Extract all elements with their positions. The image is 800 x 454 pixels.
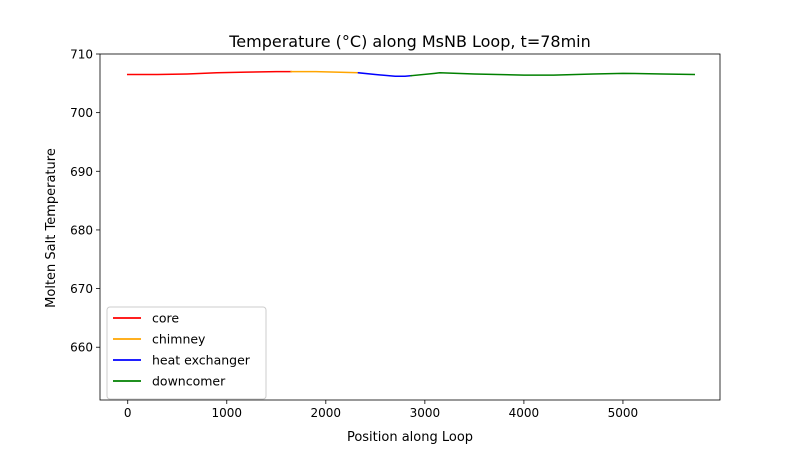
x-tick-label-1: 1000 (211, 406, 242, 420)
legend-label-3: downcomer (152, 374, 226, 389)
x-tick-label-0: 0 (124, 406, 132, 420)
legend-label-1: chimney (152, 332, 206, 347)
y-tick-label-0: 660 (70, 341, 93, 355)
series-line-2 (357, 71, 412, 78)
x-tick-label-4: 4000 (509, 406, 540, 420)
y-tick-label-1: 670 (70, 282, 93, 296)
chart-title: Temperature (°C) along MsNB Loop, t=78mi… (228, 32, 591, 51)
plot-area: 0 1000 2000 3000 4000 5000 660 670 680 690 700 710 c… (70, 48, 721, 420)
series-line-1 (290, 70, 360, 74)
y-tick-label-2: 680 (70, 223, 93, 237)
series-line-3 (410, 72, 696, 77)
y-tick-label-5: 710 (70, 48, 93, 62)
x-tick-label-2: 2000 (311, 406, 342, 420)
series-line-0 (126, 70, 292, 76)
legend-label-0: core (152, 311, 179, 326)
legend-label-2: heat exchanger (152, 353, 251, 368)
x-tick-label-5: 5000 (608, 406, 639, 420)
y-axis-label: Molten Salt Temperature (44, 148, 59, 308)
y-tick-label-3: 690 (70, 165, 93, 179)
x-axis-label: Position along Loop (347, 430, 473, 445)
legend-box (106, 306, 267, 400)
y-tick-label-4: 700 (70, 106, 93, 120)
axes-frame (99, 53, 721, 401)
x-tick-label-3: 3000 (410, 406, 441, 420)
